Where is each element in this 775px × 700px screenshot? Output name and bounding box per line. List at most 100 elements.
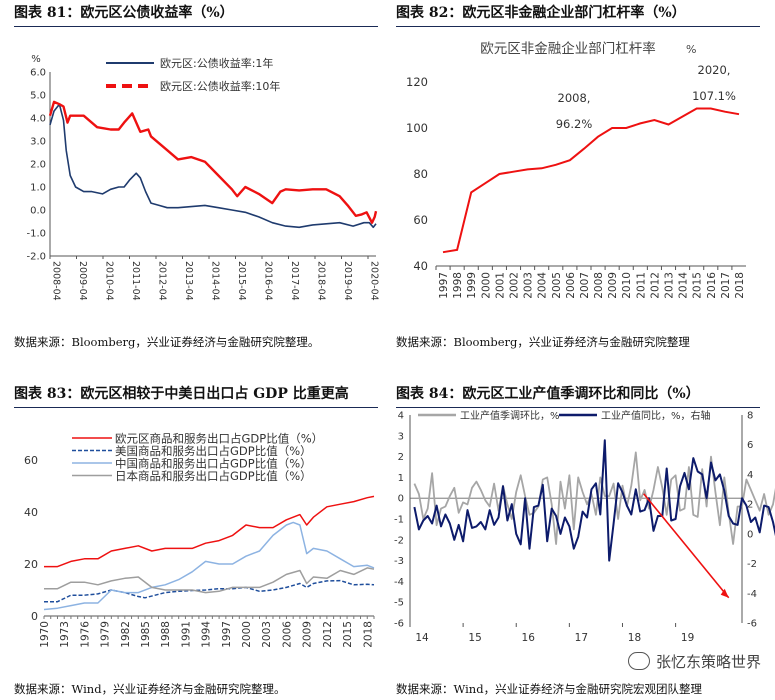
y-tick-label-81: 5.0: [30, 91, 46, 102]
chart-82-title: 欧元区非金融企业部门杠杆率: [480, 40, 656, 57]
left-tick-label-84: 2: [398, 452, 404, 463]
x-tick-label-83: 2018: [362, 621, 374, 648]
y-tick-label-81: 0.0: [30, 206, 46, 217]
x-tick-label-84: 19: [681, 632, 694, 644]
x-tick-label-83: 1988: [160, 621, 172, 648]
x-tick-label-82: 2017: [720, 272, 732, 299]
panel-83-source: 数据来源：Wind，兴业证券经济与金融研究院整理。: [14, 681, 378, 697]
right-tick-label-84: -6: [747, 619, 757, 630]
y-tick-label-81: 1.0: [30, 183, 46, 194]
x-tick-label-81: 2015-04: [236, 261, 247, 301]
x-tick-label-82: 2007: [579, 272, 591, 299]
chart-83-svg: 0 20 40 60 1970 1973 1976 1979 1982 1985 1988 1991 1…: [24, 432, 375, 648]
y-tick-label-82: 80: [413, 167, 428, 181]
x-tick-label-81: 2014-04: [210, 261, 221, 301]
x-tick-label-81: 2013-04: [183, 261, 194, 301]
annotation-line2-82: 96.2%: [556, 117, 593, 131]
x-tick-label-83: 1976: [79, 621, 91, 648]
x-tick-label-83: 1973: [59, 621, 71, 648]
legend-label-83: 日本商品和服务出口占GDP比值（%）: [115, 469, 312, 483]
x-tick-label-83: 1991: [180, 621, 192, 648]
left-tick-label-84: -5: [394, 598, 404, 609]
left-tick-label-84: 4: [398, 411, 404, 422]
y-tick-label-83: 60: [24, 454, 38, 467]
x-tick-label-82: 2009: [607, 272, 619, 299]
annotation-line1-82: 2020,: [698, 63, 731, 77]
y-tick-label-81: 6.0: [30, 68, 46, 79]
x-tick-label-83: 2012: [322, 621, 334, 648]
chart-82-title-unit: %: [686, 43, 696, 56]
chart-84-svg: -6 -5 -4 -3 -2 -1 0 1 2 3 4 -6 -4 -2 0 2 4 6 8 14 15 16 17 18 19…: [394, 409, 775, 644]
series-line-81-1y: [49, 103, 377, 229]
right-tick-label-84: 8: [747, 411, 753, 422]
x-tick-label-82: 2000: [480, 272, 492, 299]
x-tick-label-81: 2020-04: [369, 261, 380, 301]
panel-82-source: 数据来源：Bloomberg，兴业证券经济与金融研究院整理: [396, 334, 760, 350]
x-tick-label-82: 2011: [635, 272, 647, 299]
x-tick-label-81: 2009-04: [77, 261, 88, 301]
annotation-line1-82: 2008,: [558, 91, 591, 105]
y-tick-label-82: 60: [413, 213, 428, 227]
panel-83-title: 图表 83：欧元区相较于中美日出口占 GDP 比重更高: [14, 383, 378, 408]
x-tick-label-81: 2010-04: [104, 261, 115, 301]
chart-81-svg: % -2.0 -1.0 0.0 1.0 2.0 3.0 4.0 5.0 6.0 2008-04 200…: [26, 54, 380, 301]
x-tick-label-83: 1982: [120, 621, 132, 648]
panel-82-title: 图表 82：欧元区非金融企业部门杠杆率（%）: [396, 2, 760, 27]
right-tick-label-84: -4: [747, 589, 757, 600]
x-tick-label-84: 18: [628, 632, 641, 644]
y-tick-label-81: 4.0: [30, 114, 46, 125]
x-tick-label-82: 2003: [523, 272, 535, 299]
x-tick-label-81: 2011-04: [130, 261, 141, 301]
legend-label-83: 中国商品和服务出口占GDP比值（%）: [115, 457, 312, 471]
y-tick-label-81: 2.0: [30, 160, 46, 171]
left-tick-label-84: -6: [394, 619, 404, 630]
left-tick-label-84: -1: [394, 515, 404, 526]
y-tick-label-81: -2.0: [26, 252, 46, 263]
y-tick-label-83: 20: [24, 558, 38, 571]
x-tick-label-82: 2001: [494, 272, 506, 299]
x-tick-label-83: 1970: [39, 621, 51, 648]
left-tick-label-84: -3: [394, 556, 404, 567]
watermark: 张忆东策略世界: [623, 648, 765, 674]
x-tick-label-82: 2018: [734, 272, 746, 299]
legend-label-81: 欧元区:公债收益率:1年: [160, 56, 273, 70]
x-tick-label-82: 1998: [452, 272, 464, 299]
x-tick-label-83: 1985: [140, 621, 152, 648]
x-tick-label-82: 1999: [466, 272, 478, 299]
x-tick-label-82: 2016: [706, 272, 718, 299]
panel-84: 图表 84：欧元区工业产值季调环比和同比（%） -6 -5 -4 -3 -2 -1 0 1 2 3…: [394, 383, 775, 700]
y-unit-label-81: %: [31, 54, 41, 65]
right-tick-label-84: 0: [747, 529, 753, 540]
series-line-83: [44, 567, 375, 594]
x-tick-label-81: 2008-04: [51, 261, 62, 301]
legend-label-81: 欧元区:公债收益率:10年: [160, 79, 280, 93]
panel-81-title: 图表 81：欧元区公债收益率（%）: [14, 2, 378, 27]
left-tick-label-84: 1: [398, 473, 404, 484]
x-tick-label-83: 2015: [342, 621, 354, 648]
right-tick-label-84: -2: [747, 559, 757, 570]
legend-label-84: 工业产值季调环比，%: [460, 409, 560, 422]
x-tick-label-83: 2000: [241, 621, 253, 648]
x-tick-label-82: 2004: [537, 272, 549, 299]
annotation-line2-82: 107.1%: [692, 89, 736, 103]
x-tick-label-81: 2018-04: [316, 261, 327, 301]
x-tick-label-83: 2009: [302, 621, 314, 648]
x-tick-label-82: 1997: [438, 272, 450, 299]
x-tick-label-82: 2010: [621, 272, 633, 299]
panel-84-source: 数据来源：Wind，兴业证券经济与金融研究院宏观团队整理: [396, 681, 760, 697]
series-line-83: [44, 579, 375, 603]
panel-82: 图表 82：欧元区非金融企业部门杠杆率（%） 欧元区非金融企业部门杠杆率% 40 6…: [396, 2, 760, 360]
series-line-81-10y: [48, 100, 378, 224]
x-tick-label-83: 2006: [281, 621, 293, 648]
x-tick-label-83: 1994: [201, 621, 213, 648]
left-tick-label-84: -4: [394, 577, 404, 588]
left-tick-label-84: 0: [398, 494, 404, 505]
series-line-83: [43, 521, 375, 611]
wechat-icon: [627, 652, 650, 670]
panel-83: 图表 83：欧元区相较于中美日出口占 GDP 比重更高 0 20 40 60 1970 1…: [14, 383, 378, 700]
x-tick-label-81: 2016-04: [263, 261, 274, 301]
right-tick-label-84: 4: [747, 470, 753, 481]
x-tick-label-84: 16: [522, 632, 536, 644]
y-tick-label-81: -1.0: [26, 229, 46, 240]
